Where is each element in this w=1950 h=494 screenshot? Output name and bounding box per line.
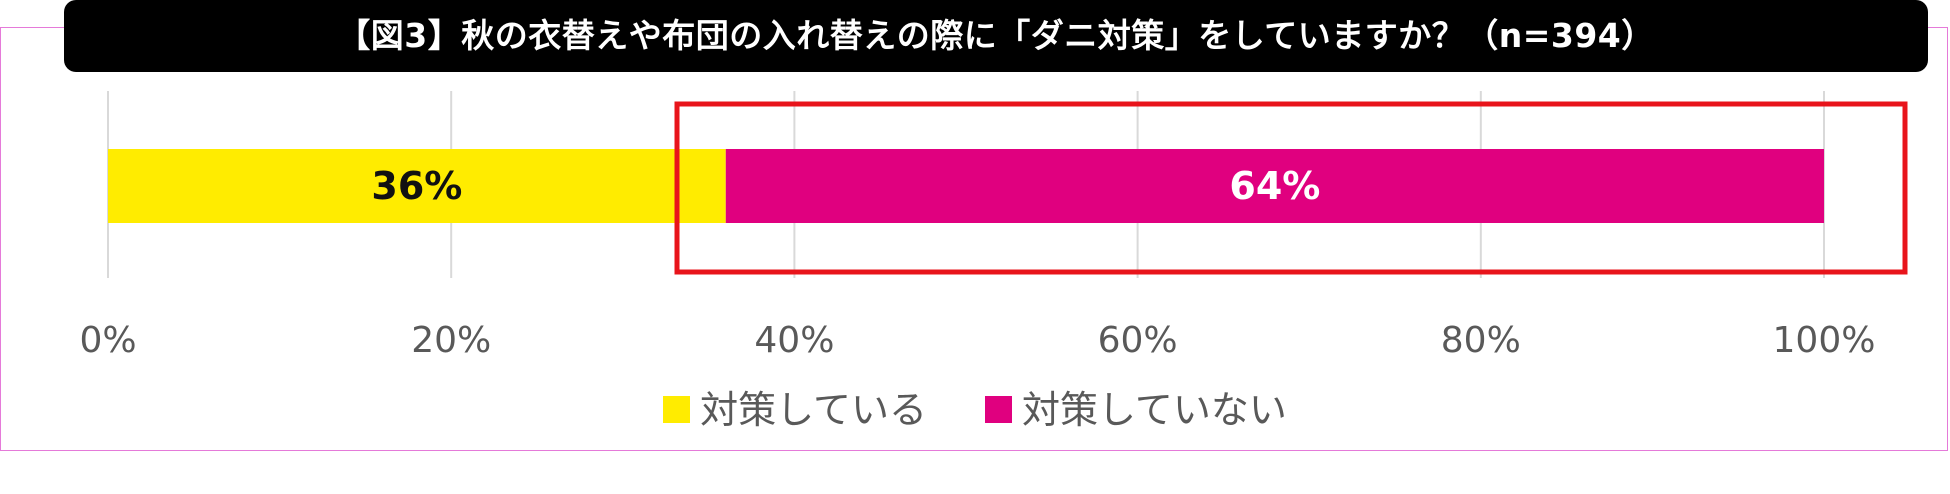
x-tick-label: 100%	[1773, 320, 1876, 361]
x-tick-label: 60%	[1098, 320, 1178, 361]
bar-chart: 0% 20% 40% 60% 80% 100% 36% 64%	[79, 91, 1908, 361]
bar-segment-not-implemented	[725, 149, 1824, 223]
legend-item-implemented: 対策している	[663, 379, 927, 434]
legend-item-not-implemented: 対策していない	[985, 379, 1287, 434]
legend-label-not-implemented: 対策していない	[1022, 387, 1287, 432]
x-tick-label: 80%	[1441, 320, 1521, 361]
highlight-box	[674, 101, 1908, 275]
data-label-implemented: 36%	[371, 164, 462, 208]
chart-title: 【図3】秋の衣替えや布団の入れ替えの際に「ダニ対策」をしていますか？（n=394…	[337, 16, 1655, 55]
legend-swatch-implemented	[663, 395, 691, 423]
legend: 対策している 対策していない	[0, 379, 1950, 434]
title-bar: 【図3】秋の衣替えや布団の入れ替えの際に「ダニ対策」をしていますか？（n=394…	[64, 0, 1928, 72]
bar-segment-implemented	[108, 149, 726, 223]
data-label-not-implemented: 64%	[1229, 164, 1320, 208]
legend-label-implemented: 対策している	[700, 387, 927, 432]
legend-swatch-not-implemented	[985, 395, 1012, 423]
x-tick-label: 20%	[411, 320, 491, 361]
x-tick-label: 40%	[754, 320, 834, 361]
x-tick-label: 0%	[79, 320, 136, 361]
